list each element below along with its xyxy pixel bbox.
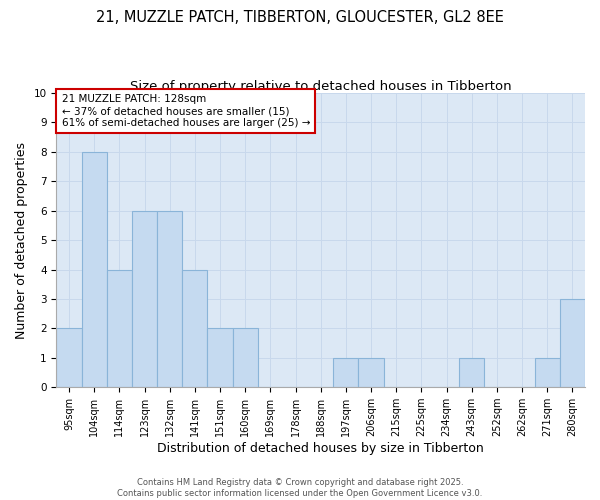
X-axis label: Distribution of detached houses by size in Tibberton: Distribution of detached houses by size … xyxy=(157,442,484,455)
Y-axis label: Number of detached properties: Number of detached properties xyxy=(15,142,28,338)
Bar xyxy=(82,152,107,387)
Bar xyxy=(132,210,157,387)
Bar xyxy=(358,358,383,387)
Text: Contains HM Land Registry data © Crown copyright and database right 2025.
Contai: Contains HM Land Registry data © Crown c… xyxy=(118,478,482,498)
Bar xyxy=(107,270,132,387)
Bar xyxy=(233,328,258,387)
Bar xyxy=(208,328,233,387)
Bar xyxy=(333,358,358,387)
Bar xyxy=(535,358,560,387)
Bar xyxy=(459,358,484,387)
Bar xyxy=(157,210,182,387)
Text: 21 MUZZLE PATCH: 128sqm
← 37% of detached houses are smaller (15)
61% of semi-de: 21 MUZZLE PATCH: 128sqm ← 37% of detache… xyxy=(62,94,310,128)
Text: 21, MUZZLE PATCH, TIBBERTON, GLOUCESTER, GL2 8EE: 21, MUZZLE PATCH, TIBBERTON, GLOUCESTER,… xyxy=(96,10,504,25)
Bar xyxy=(182,270,208,387)
Bar xyxy=(560,299,585,387)
Title: Size of property relative to detached houses in Tibberton: Size of property relative to detached ho… xyxy=(130,80,512,93)
Bar xyxy=(56,328,82,387)
